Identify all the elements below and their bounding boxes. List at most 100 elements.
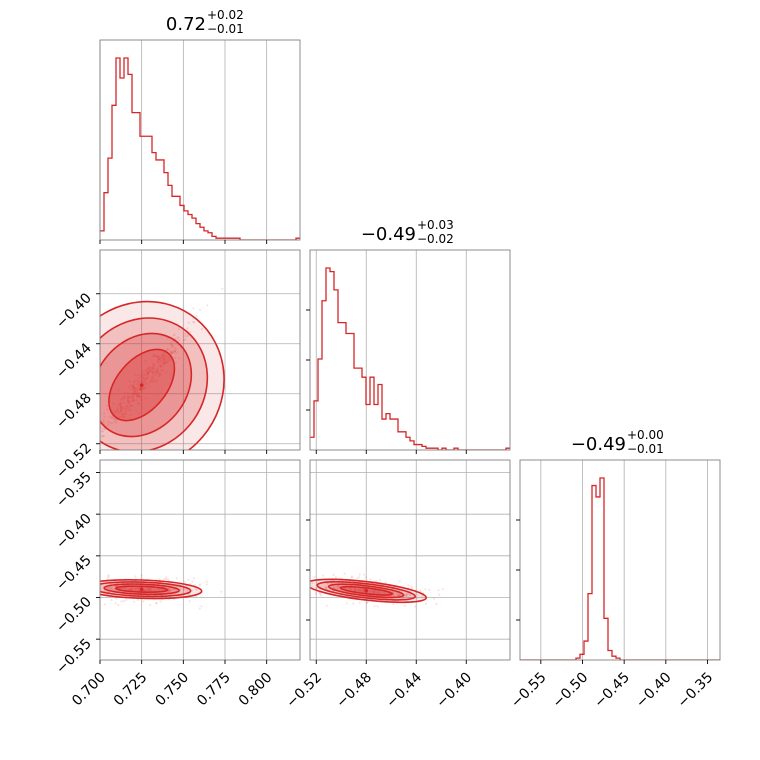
scatter-point: [118, 587, 122, 590]
title-minus-0: −0.01: [207, 22, 244, 36]
scatter-point: [130, 587, 133, 590]
scatter-point: [345, 602, 348, 605]
scatter-point: [158, 578, 161, 581]
scatter-point: [87, 584, 89, 586]
scatter-point: [132, 388, 135, 391]
scatter-point: [205, 583, 208, 586]
scatter-point: [432, 597, 435, 600]
scatter-point: [178, 587, 182, 590]
scatter-point: [144, 589, 147, 592]
scatter-point: [129, 384, 133, 387]
scatter-point: [137, 395, 140, 398]
scatter-point: [404, 594, 408, 598]
scatter-point: [137, 402, 140, 405]
scatter-point: [151, 380, 154, 383]
scatter-point: [150, 377, 153, 380]
scatter-point: [195, 315, 198, 318]
scatter-point: [289, 585, 291, 587]
scatter-point: [156, 371, 160, 374]
scatter-point: [373, 589, 377, 593]
scatter-point: [125, 409, 128, 412]
scatter-point: [145, 377, 148, 380]
scatter-point: [101, 435, 104, 438]
scatter-point: [144, 381, 147, 384]
scatter-point: [198, 607, 201, 610]
scatter-point: [392, 603, 395, 606]
scatter-point: [183, 580, 186, 583]
scatter-point: [132, 399, 135, 402]
scatter-point: [410, 585, 413, 588]
scatter-point: [161, 354, 164, 357]
scatter-point: [169, 343, 172, 346]
scatter-point: [187, 578, 190, 581]
scatter-point: [140, 387, 143, 390]
scatter-point: [142, 600, 145, 603]
contour-center: [139, 587, 144, 591]
scatter-point: [136, 393, 139, 396]
scatter-point: [357, 588, 360, 591]
x-tick-label-2-2: −0.45: [591, 670, 633, 712]
y-tick-label-2-0: −0.55: [53, 636, 95, 678]
scatter-point: [410, 587, 414, 590]
scatter-point: [176, 351, 179, 354]
panel-frame-2-1: [309, 459, 511, 661]
scatter-point: [350, 575, 353, 578]
scatter-point: [103, 415, 106, 418]
title-plus-0: +0.02: [207, 8, 244, 22]
scatter-point: [163, 356, 166, 359]
scatter-point: [97, 574, 99, 576]
scatter-point: [90, 580, 92, 582]
scatter-point: [131, 399, 134, 402]
scatter-point: [152, 364, 155, 367]
scatter-point: [205, 580, 208, 583]
scatter-point: [90, 442, 92, 444]
title-median-0: 0.72: [166, 14, 206, 35]
scatter-point: [365, 601, 369, 604]
title-plus-1: +0.03: [417, 218, 454, 232]
scatter-point: [112, 417, 115, 420]
scatter-point: [170, 352, 173, 355]
scatter-point: [162, 361, 165, 364]
scatter-point: [138, 387, 141, 390]
scatter-point: [169, 351, 173, 355]
scatter-point: [106, 577, 110, 580]
scatter-point: [137, 412, 140, 415]
scatter-point: [141, 373, 144, 376]
scatter-point: [398, 593, 401, 596]
scatter-point: [132, 397, 135, 400]
frame-layer: [99, 39, 721, 661]
scatter-point: [362, 588, 365, 591]
scatter-point: [150, 369, 153, 372]
scatter-point: [131, 396, 134, 399]
scatter-point: [87, 582, 89, 584]
scatter-point: [122, 406, 125, 410]
scatter-point: [132, 384, 135, 387]
y-tick-label-1-3: −0.40: [53, 290, 95, 332]
scatter-point: [172, 344, 175, 348]
scatter-point: [168, 356, 171, 360]
scatter-point: [373, 591, 376, 594]
scatter-point: [151, 366, 154, 369]
scatter-point: [402, 597, 405, 600]
scatter-point: [108, 421, 111, 424]
scatter-point: [89, 585, 91, 587]
scatter-point: [305, 578, 307, 580]
scatter-point: [298, 581, 300, 583]
scatter-point: [176, 336, 179, 339]
scatter-point: [147, 371, 150, 374]
scatter-point: [128, 409, 131, 412]
scatter-point: [119, 402, 122, 406]
scatter-point: [127, 400, 130, 403]
y-tick-label-1-2: −0.44: [53, 340, 95, 382]
scatter-point: [120, 405, 123, 408]
scatter-point: [168, 588, 171, 591]
panel-frame-2-2: [519, 459, 721, 661]
scatter-point: [160, 365, 163, 368]
scatter-point: [79, 587, 81, 589]
scatter-point: [376, 590, 379, 593]
scatter-point: [371, 590, 374, 594]
scatter-point: [164, 371, 167, 374]
scatter-point: [137, 380, 140, 383]
scatter-point: [173, 350, 176, 353]
scatter-point: [144, 378, 148, 381]
